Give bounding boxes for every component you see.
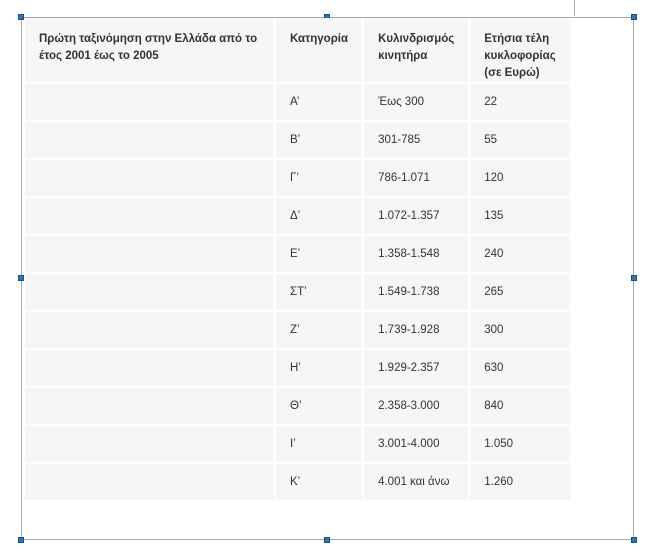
cell-fee: 840	[470, 386, 570, 424]
cell-fee: 300	[470, 310, 570, 348]
cell-fee: 240	[470, 234, 570, 272]
cell-displacement: 2.358-3.000	[364, 386, 469, 424]
cell-fee: 265	[470, 272, 570, 310]
cell-displacement: 3.001-4.000	[364, 424, 469, 462]
cell-registration	[25, 234, 274, 272]
cell-registration	[25, 158, 274, 196]
cell-displacement: 1.072-1.357	[364, 196, 469, 234]
cell-category: ΣΤ’	[276, 272, 363, 310]
resize-handle-top-left[interactable]	[18, 14, 24, 20]
cell-registration	[25, 462, 274, 500]
resize-handle-bottom-center[interactable]	[324, 537, 330, 543]
cell-registration	[25, 424, 274, 462]
cell-registration	[25, 348, 274, 386]
resize-handle-top-right[interactable]	[631, 14, 637, 20]
text-cursor-line	[574, 0, 575, 16]
cell-fee: 22	[470, 82, 570, 120]
table-row: Ε’ 1.358-1.548 240	[25, 234, 570, 272]
resize-handle-middle-right[interactable]	[631, 275, 637, 281]
cell-displacement: 1.549-1.738	[364, 272, 469, 310]
cell-fee: 55	[470, 120, 570, 158]
cell-displacement: 1.358-1.548	[364, 234, 469, 272]
table-row: Δ’ 1.072-1.357 135	[25, 196, 570, 234]
table-row: Ζ’ 1.739-1.928 300	[25, 310, 570, 348]
resize-handle-bottom-right[interactable]	[631, 537, 637, 543]
cell-category: Ε’	[276, 234, 363, 272]
cell-registration	[25, 272, 274, 310]
cell-registration	[25, 82, 274, 120]
cell-fee: 120	[470, 158, 570, 196]
header-category: Κατηγορία	[276, 18, 363, 82]
table-row: Γ’ 786-1.071 120	[25, 158, 570, 196]
cell-category: Β’	[276, 120, 363, 158]
resize-handle-bottom-left[interactable]	[18, 537, 24, 543]
cell-registration	[25, 120, 274, 158]
resize-handle-middle-left[interactable]	[18, 275, 24, 281]
header-engine-displacement: Κυλινδρισμός κινητήρα	[364, 18, 469, 82]
cell-registration	[25, 196, 274, 234]
table-row: Ι’ 3.001-4.000 1.050	[25, 424, 570, 462]
cell-category: Ι’	[276, 424, 363, 462]
cell-displacement: Έως 300	[364, 82, 469, 120]
header-first-registration: Πρώτη ταξινόμηση στην Ελλάδα από το έτος…	[25, 18, 274, 82]
table-row: Κ’ 4.001 και άνω 1.260	[25, 462, 570, 500]
vehicle-tax-table: Πρώτη ταξινόμηση στην Ελλάδα από το έτος…	[23, 18, 572, 500]
cell-category: Α’	[276, 82, 363, 120]
cell-fee: 1.260	[470, 462, 570, 500]
cell-fee: 630	[470, 348, 570, 386]
cell-displacement: 4.001 και άνω	[364, 462, 469, 500]
table-row: Α’ Έως 300 22	[25, 82, 570, 120]
table-row: ΣΤ’ 1.549-1.738 265	[25, 272, 570, 310]
table-header-row: Πρώτη ταξινόμηση στην Ελλάδα από το έτος…	[25, 18, 570, 82]
cell-displacement: 1.929-2.357	[364, 348, 469, 386]
cell-category: Ζ’	[276, 310, 363, 348]
cell-displacement: 786-1.071	[364, 158, 469, 196]
header-annual-fees: Ετήσια τέλη κυκλοφορίας (σε Ευρώ)	[470, 18, 570, 82]
cell-fee: 1.050	[470, 424, 570, 462]
cell-category: Κ’	[276, 462, 363, 500]
cell-displacement: 301-785	[364, 120, 469, 158]
cell-registration	[25, 310, 274, 348]
cell-category: Δ’	[276, 196, 363, 234]
cell-category: Γ’	[276, 158, 363, 196]
cell-registration	[25, 386, 274, 424]
table-row: Η’ 1.929-2.357 630	[25, 348, 570, 386]
cell-fee: 135	[470, 196, 570, 234]
cell-displacement: 1.739-1.928	[364, 310, 469, 348]
cell-category: Η’	[276, 348, 363, 386]
cell-category: Θ’	[276, 386, 363, 424]
table-row: Θ’ 2.358-3.000 840	[25, 386, 570, 424]
table-row: Β’ 301-785 55	[25, 120, 570, 158]
